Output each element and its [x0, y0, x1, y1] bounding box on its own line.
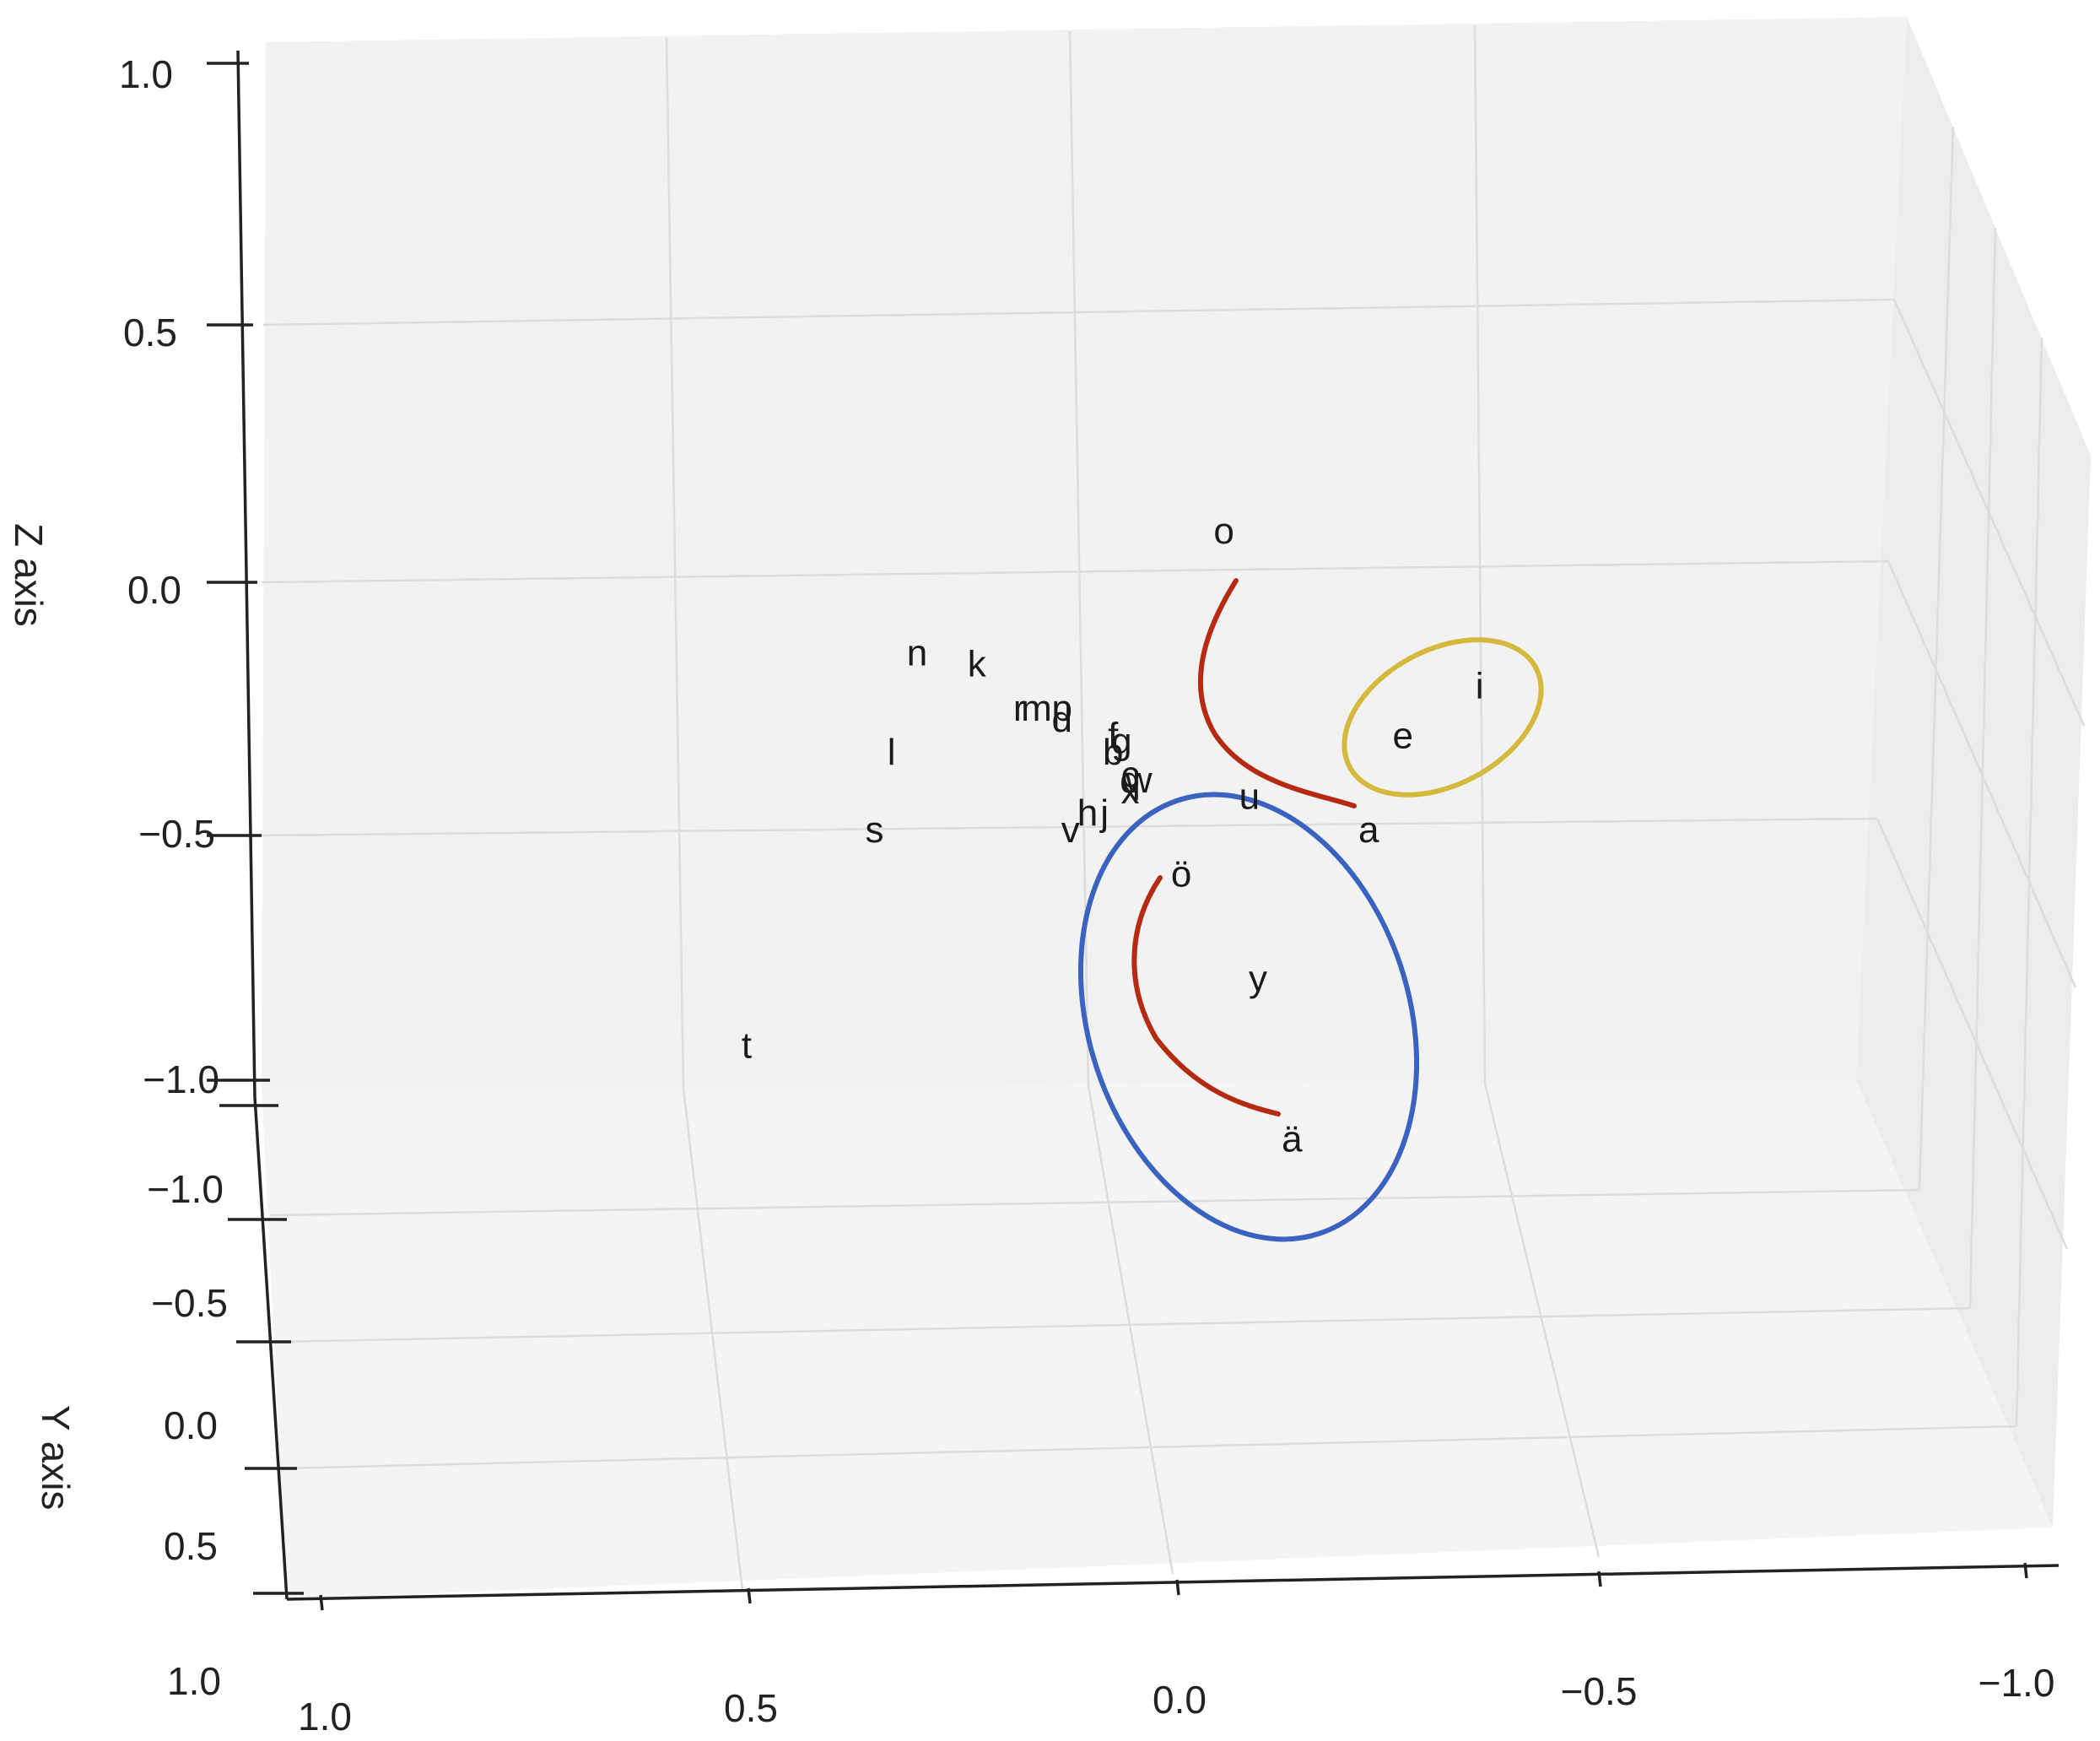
x-tick-label: 0.5 — [724, 1686, 778, 1730]
point-label-3: r — [1013, 688, 1026, 729]
point-label-1: n — [907, 632, 927, 673]
z-tick-labels: 1.0 0.5 0.0 −0.5 −1.0 — [119, 52, 219, 1101]
point-label-4: m — [1021, 688, 1052, 729]
x-axis-line — [286, 1564, 2060, 1601]
point-label-13: q — [1120, 760, 1140, 801]
y-tick-label: 0.5 — [164, 1524, 218, 1568]
point-label-24: ö — [1171, 853, 1191, 895]
z-tick-label: −1.0 — [143, 1057, 219, 1101]
back-pane — [262, 17, 1907, 1089]
point-label-25: y — [1249, 959, 1267, 1000]
point-label-5: p — [1051, 688, 1072, 729]
point-label-22: e — [1392, 716, 1412, 757]
y-axis-title: Y axis — [34, 1405, 78, 1510]
x-tick-label: −1.0 — [1979, 1661, 2055, 1705]
point-label-19: o — [1213, 511, 1234, 552]
point-label-14: w — [1125, 760, 1153, 801]
point-label-7: l — [888, 732, 896, 773]
point-label-12: c — [1121, 754, 1140, 795]
point-label-2: k — [968, 643, 987, 684]
blue-ellipse-oe-y-ae — [1077, 792, 1420, 1242]
point-label-26: ä — [1282, 1119, 1303, 1160]
point-label-6: d — [1051, 699, 1072, 740]
z-axis-line — [236, 50, 256, 1098]
point-label-10: b — [1103, 732, 1123, 773]
point-label-11: g — [1111, 721, 1131, 762]
floor-grid — [269, 1083, 2017, 1592]
x-tick-labels: 1.0 0.5 0.0 −0.5 −1.0 — [298, 1661, 2054, 1738]
y-axis-ticks — [219, 1104, 304, 1595]
point-label-23: i — [1476, 666, 1484, 707]
point-label-9: f — [1108, 716, 1119, 757]
right-side-pane — [1856, 17, 2091, 1527]
arc-o-to-a — [1197, 578, 1357, 808]
point-label-16: h — [1077, 792, 1098, 834]
x-tick-label: 0.0 — [1153, 1678, 1207, 1722]
point-label-8: s — [866, 809, 884, 851]
point-label-20: u — [1239, 776, 1260, 818]
z-axis-ticks — [207, 62, 270, 1082]
point-label-27: t — [742, 1025, 752, 1066]
yellow-ellipse-e-i — [1342, 637, 1544, 798]
arc-oe-to-ae — [1131, 875, 1281, 1117]
z-tick-label: 0.5 — [123, 311, 177, 354]
point-label-17: j — [1099, 792, 1109, 834]
x-tick-label: 1.0 — [298, 1695, 352, 1738]
y-axis-line — [253, 1096, 289, 1600]
point-label-18: v — [1061, 809, 1080, 851]
annotation-layer — [1077, 578, 1544, 1242]
y-tick-labels: −1.0 −0.5 0.0 0.5 1.0 — [147, 1167, 228, 1703]
floor-pane — [262, 1080, 2053, 1599]
right-wall-grid — [1876, 126, 2086, 1427]
z-axis-title: Z axis — [7, 523, 51, 627]
x-tick-label: −0.5 — [1561, 1669, 1638, 1713]
point-label-15: x — [1121, 770, 1140, 812]
y-tick-label: 0.0 — [164, 1403, 218, 1447]
y-tick-label: 1.0 — [167, 1659, 221, 1703]
z-tick-label: 1.0 — [119, 52, 173, 96]
y-tick-label: −0.5 — [151, 1281, 228, 1325]
x-axis-ticks — [319, 1562, 2028, 1611]
y-tick-label: −1.0 — [147, 1167, 224, 1211]
z-tick-label: 0.0 — [127, 568, 181, 612]
z-tick-label: −0.5 — [138, 812, 215, 856]
point-label-21: a — [1358, 809, 1379, 851]
